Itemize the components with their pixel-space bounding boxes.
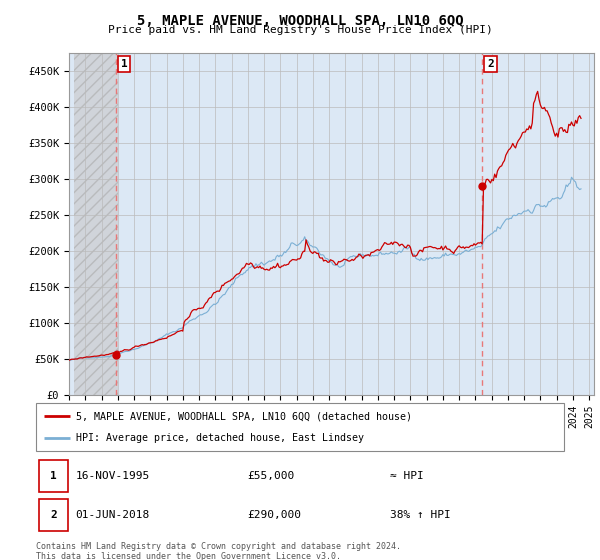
Text: ≈ HPI: ≈ HPI: [390, 471, 424, 481]
Text: 1: 1: [121, 59, 127, 69]
Bar: [38, 498, 68, 531]
Text: Contains HM Land Registry data © Crown copyright and database right 2024.
This d: Contains HM Land Registry data © Crown c…: [36, 542, 401, 560]
Text: 1: 1: [50, 471, 57, 481]
Bar: [74, 53, 118, 395]
Text: 2: 2: [50, 510, 57, 520]
Text: £55,000: £55,000: [247, 471, 295, 481]
Text: Price paid vs. HM Land Registry's House Price Index (HPI): Price paid vs. HM Land Registry's House …: [107, 25, 493, 35]
Text: £290,000: £290,000: [247, 510, 301, 520]
Bar: [38, 460, 68, 492]
Text: 38% ↑ HPI: 38% ↑ HPI: [390, 510, 451, 520]
Text: 01-JUN-2018: 01-JUN-2018: [76, 510, 150, 520]
Text: HPI: Average price, detached house, East Lindsey: HPI: Average price, detached house, East…: [76, 433, 364, 443]
Text: 5, MAPLE AVENUE, WOODHALL SPA, LN10 6QQ (detached house): 5, MAPLE AVENUE, WOODHALL SPA, LN10 6QQ …: [76, 411, 412, 421]
Text: 16-NOV-1995: 16-NOV-1995: [76, 471, 150, 481]
Text: 5, MAPLE AVENUE, WOODHALL SPA, LN10 6QQ: 5, MAPLE AVENUE, WOODHALL SPA, LN10 6QQ: [137, 14, 463, 28]
Text: 2: 2: [487, 59, 494, 69]
